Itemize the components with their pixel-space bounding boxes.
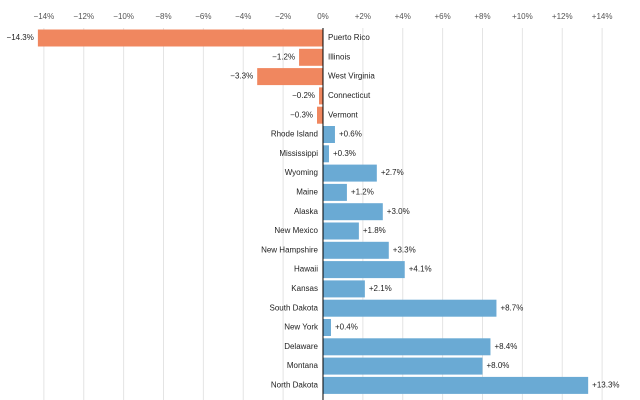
bar — [322, 338, 491, 356]
bar — [322, 261, 405, 279]
bar — [322, 280, 365, 298]
category-label: Connecticut — [328, 91, 371, 100]
value-label: +3.0% — [387, 207, 410, 216]
x-tick-label: −6% — [195, 12, 211, 21]
value-label: −0.3% — [290, 110, 313, 119]
value-label: −0.2% — [292, 91, 315, 100]
category-label: New Hampshire — [261, 245, 318, 254]
value-label: +2.7% — [381, 168, 404, 177]
x-tick-label: −2% — [275, 12, 291, 21]
x-tick-label: +12% — [552, 12, 573, 21]
bar — [257, 68, 323, 86]
value-label: +2.1% — [369, 284, 392, 293]
bar — [322, 126, 335, 143]
category-label: West Virginia — [328, 72, 375, 81]
x-tick-label: −14% — [34, 12, 55, 21]
value-label: +0.4% — [335, 323, 358, 332]
bar — [317, 106, 323, 124]
category-label: Kansas — [291, 284, 318, 293]
bar — [299, 48, 323, 66]
category-label: Wyoming — [285, 168, 318, 177]
x-tick-label: +8% — [474, 12, 490, 21]
value-label: +13.3% — [592, 381, 619, 390]
bar — [322, 145, 329, 163]
value-label: +1.8% — [363, 226, 386, 235]
value-label: +8.7% — [500, 303, 523, 312]
x-tick-label: +10% — [512, 12, 533, 21]
bar — [37, 29, 323, 47]
category-label: Illinois — [328, 52, 350, 61]
x-tick-label: +14% — [592, 12, 613, 21]
value-label: +0.6% — [339, 130, 362, 139]
category-label: Puerto Rico — [328, 33, 370, 42]
bar — [322, 183, 347, 201]
value-label: +1.2% — [351, 188, 374, 197]
value-label: −1.2% — [272, 52, 295, 61]
category-label: Maine — [296, 188, 318, 197]
value-label: +3.3% — [393, 245, 416, 254]
bar — [322, 376, 589, 394]
value-label: +4.1% — [409, 265, 432, 274]
category-label: Vermont — [328, 110, 359, 119]
value-label: −14.3% — [7, 33, 34, 42]
x-tick-label: +6% — [434, 12, 450, 21]
category-label: New York — [284, 323, 319, 332]
category-label: Mississippi — [279, 149, 318, 158]
x-tick-label: −4% — [235, 12, 251, 21]
category-label: Delaware — [284, 342, 318, 351]
value-label: +0.3% — [333, 149, 356, 158]
bar — [322, 164, 377, 182]
value-label: +8.0% — [486, 361, 509, 370]
x-tick-label: −12% — [73, 12, 94, 21]
x-tick-label: +4% — [395, 12, 411, 21]
category-label: Rhode Island — [271, 130, 318, 139]
bar — [319, 87, 323, 105]
value-label: −3.3% — [230, 72, 253, 81]
category-label: Alaska — [294, 207, 319, 216]
bar — [322, 222, 359, 240]
category-label: Hawaii — [294, 265, 318, 274]
x-tick-label: −8% — [155, 12, 171, 21]
x-tick-label: +2% — [355, 12, 371, 21]
value-label: +8.4% — [494, 342, 517, 351]
x-tick-label: −10% — [113, 12, 134, 21]
bar — [322, 357, 483, 375]
bar — [322, 241, 389, 259]
category-label: South Dakota — [270, 303, 319, 312]
category-label: Montana — [287, 361, 319, 370]
bar — [322, 203, 383, 221]
category-label: New Mexico — [274, 226, 318, 235]
bar — [322, 299, 497, 317]
category-label: North Dakota — [271, 381, 319, 390]
bar — [322, 319, 331, 336]
x-tick-label: 0% — [317, 12, 329, 21]
